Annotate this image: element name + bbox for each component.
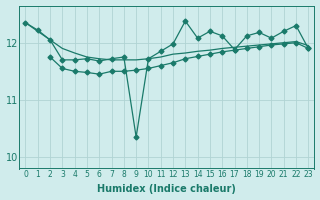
X-axis label: Humidex (Indice chaleur): Humidex (Indice chaleur) [98,184,236,194]
